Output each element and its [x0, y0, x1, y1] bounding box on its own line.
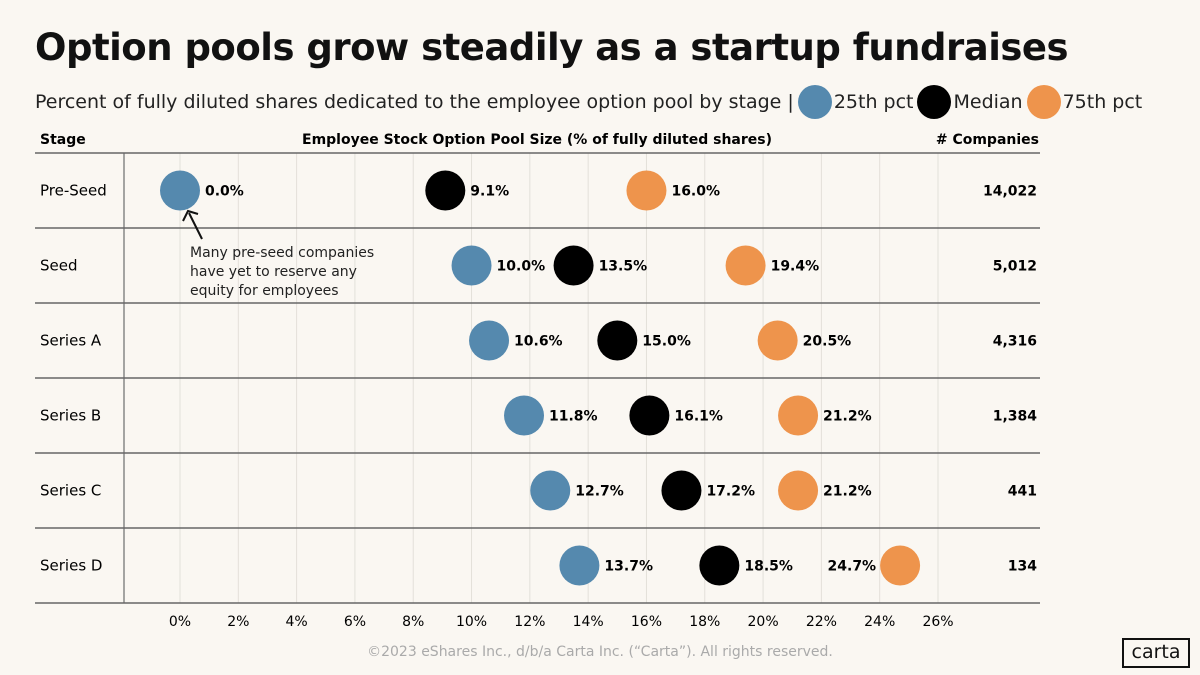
chart-subtitle: Percent of fully diluted shares dedicate…: [35, 85, 1142, 119]
data-label: 17.2%: [706, 484, 755, 500]
x-tick-label: 16%: [631, 614, 662, 630]
dot-25th-pct: [559, 545, 600, 586]
stage-label: Series B: [40, 407, 101, 425]
data-label: 10.0%: [497, 259, 546, 275]
companies-count: 1,384: [993, 409, 1038, 425]
header-stage: Stage: [40, 132, 86, 148]
stage-label: Series A: [40, 332, 102, 350]
dot-median: [699, 545, 740, 586]
data-label: 10.6%: [514, 334, 563, 350]
copyright: ©2023 eShares Inc., d/b/a Carta Inc. (“C…: [367, 644, 833, 660]
companies-count: 4,316: [993, 334, 1037, 350]
dot-75th-pct: [778, 395, 819, 436]
dot-median: [661, 470, 702, 511]
data-label: 24.7%: [828, 559, 877, 575]
x-tick-label: 0%: [169, 614, 191, 630]
dot-25th-pct: [530, 470, 571, 511]
companies-count: 14,022: [983, 184, 1037, 200]
data-label: 9.1%: [470, 184, 509, 200]
legend-item-median: Median: [913, 85, 1023, 119]
annotation-text: have yet to reserve any: [190, 264, 357, 280]
legend-item-75th: 75th pct: [1023, 85, 1143, 119]
annotation-text: equity for employees: [190, 283, 339, 299]
annotation-arrow: [188, 212, 203, 240]
x-tick-label: 14%: [573, 614, 604, 630]
data-label: 20.5%: [803, 334, 852, 350]
x-tick-label: 12%: [514, 614, 545, 630]
x-tick-label: 22%: [806, 614, 837, 630]
dot-25th-pct: [504, 395, 545, 436]
stage-label: Series D: [40, 557, 102, 575]
x-tick-label: 8%: [402, 614, 424, 630]
dot-75th-pct: [757, 320, 798, 361]
header-companies: # Companies: [936, 132, 1039, 148]
data-label: 13.7%: [604, 559, 653, 575]
annotation-text: Many pre-seed companies: [190, 245, 374, 261]
carta-logo: carta: [1122, 638, 1190, 668]
dot-median: [553, 245, 594, 286]
dot-75th-pct: [778, 470, 819, 511]
data-label: 11.8%: [549, 409, 598, 425]
stage-label: Series C: [40, 482, 101, 500]
x-tick-label: 18%: [689, 614, 720, 630]
companies-count: 5,012: [993, 259, 1037, 275]
x-tick-label: 24%: [864, 614, 895, 630]
dot-25th-pct: [451, 245, 492, 286]
arrow-head-icon: [182, 209, 199, 222]
subtitle-text: Percent of fully diluted shares dedicate…: [35, 91, 794, 113]
legend-label: Median: [953, 91, 1023, 113]
dot-median: [425, 170, 466, 211]
companies-count: 134: [1008, 559, 1037, 575]
dot-median: [597, 320, 638, 361]
legend-swatch: [797, 85, 832, 119]
dot-75th-pct: [880, 545, 921, 586]
data-label: 18.5%: [744, 559, 793, 575]
data-label: 12.7%: [575, 484, 624, 500]
dot-75th-pct: [626, 170, 667, 211]
stage-label: Pre-Seed: [40, 182, 107, 200]
legend-label: 25th pct: [833, 91, 914, 113]
data-label: 19.4%: [771, 259, 820, 275]
legend-label: 75th pct: [1062, 91, 1143, 113]
dot-median: [629, 395, 670, 436]
x-tick-label: 26%: [922, 614, 953, 630]
x-tick-label: 4%: [286, 614, 308, 630]
legend-swatch: [917, 85, 952, 119]
legend-swatch: [1026, 85, 1061, 119]
x-tick-label: 10%: [456, 614, 487, 630]
data-label: 21.2%: [823, 484, 872, 500]
header-value: Employee Stock Option Pool Size (% of fu…: [302, 132, 772, 148]
dot-75th-pct: [725, 245, 766, 286]
data-label: 21.2%: [823, 409, 872, 425]
dot-25th-pct: [160, 170, 200, 211]
x-tick-label: 6%: [344, 614, 366, 630]
x-tick-label: 2%: [227, 614, 249, 630]
data-label: 16.0%: [671, 184, 720, 200]
x-tick-label: 20%: [748, 614, 779, 630]
data-label: 0.0%: [205, 184, 244, 200]
chart-title: Option pools grow steadily as a startup …: [35, 26, 1069, 69]
data-label: 13.5%: [599, 259, 648, 275]
legend-item-25th: 25th pct: [794, 85, 914, 119]
dot-25th-pct: [469, 320, 510, 361]
stage-label: Seed: [40, 257, 78, 275]
data-label: 16.1%: [674, 409, 723, 425]
data-label: 15.0%: [642, 334, 691, 350]
companies-count: 441: [1008, 484, 1037, 500]
